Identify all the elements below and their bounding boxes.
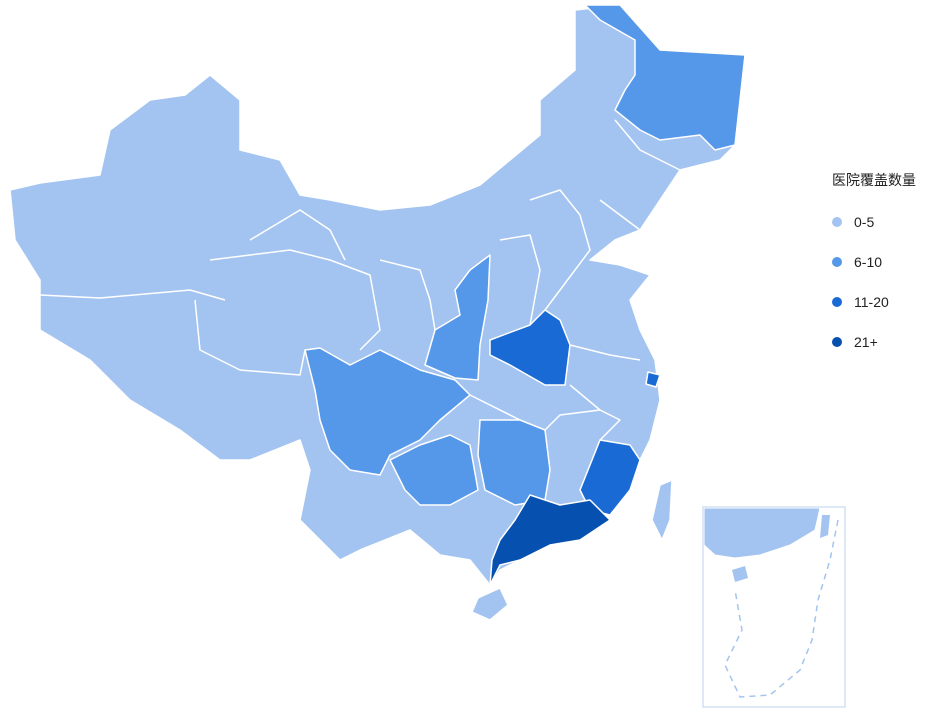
legend-item[interactable]: 6-10: [832, 252, 916, 272]
legend-label: 0-5: [854, 214, 875, 230]
legend-dot-icon: [832, 337, 842, 347]
region-guizhou[interactable]: [389, 434, 479, 506]
legend-title: 医院覆盖数量: [832, 173, 916, 189]
region-sichuan[interactable]: [304, 347, 471, 476]
legend-label: 6-10: [854, 254, 883, 270]
region-shaanxi[interactable]: [424, 254, 491, 381]
region-fujian[interactable]: [579, 439, 641, 516]
legend-label: 21+: [854, 334, 878, 350]
region-base[interactable]: [9, 4, 746, 586]
region-henan[interactable]: [489, 309, 571, 386]
region-hainan[interactable]: [471, 587, 509, 621]
region-taiwan[interactable]: [651, 479, 673, 541]
region-shanghai[interactable]: [645, 371, 661, 388]
region-heilongjiang[interactable]: [584, 4, 746, 151]
legend-dot-icon: [832, 217, 842, 227]
region-guangdong[interactable]: [489, 494, 611, 586]
region-hunan[interactable]: [477, 419, 551, 506]
legend: 医院覆盖数量 0-5 6-10 11-20 21+: [832, 170, 916, 372]
legend-item[interactable]: 21+: [832, 332, 916, 352]
legend-label: 11-20: [854, 294, 889, 310]
legend-item[interactable]: 11-20: [832, 292, 916, 312]
legend-dot-icon: [832, 257, 842, 267]
legend-dot-icon: [832, 297, 842, 307]
legend-item[interactable]: 0-5: [832, 212, 916, 232]
south-china-sea-inset: [702, 506, 846, 708]
